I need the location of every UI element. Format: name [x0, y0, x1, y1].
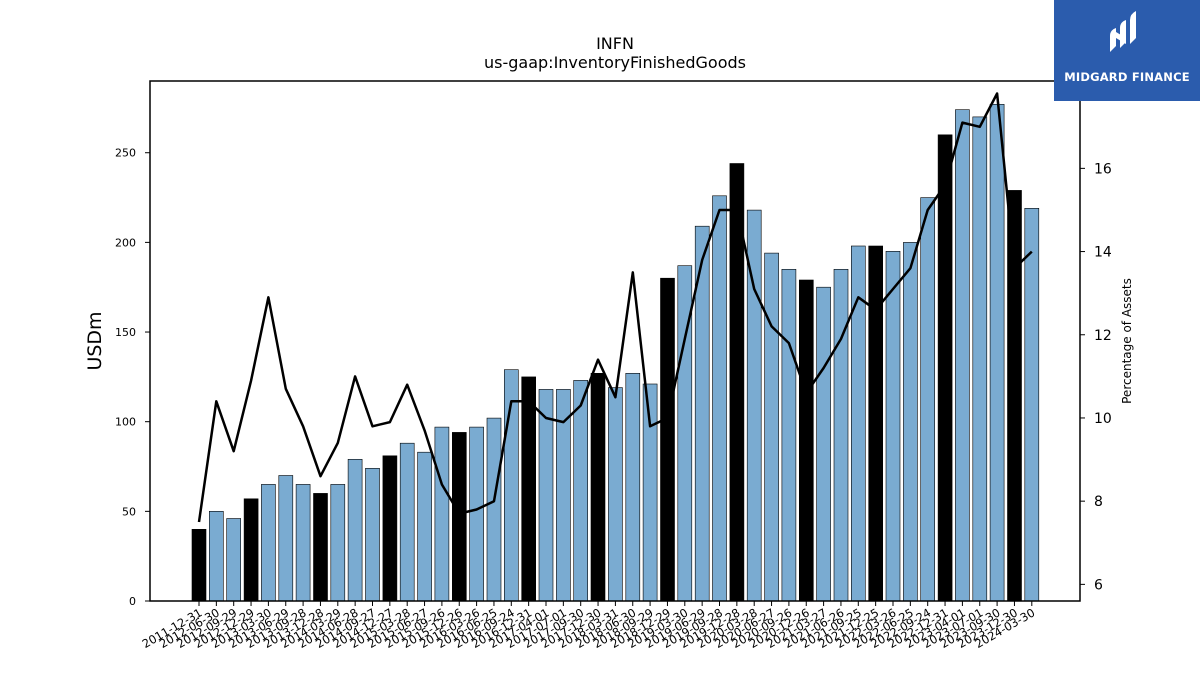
bar-2020-06-27: [764, 252, 779, 602]
y-tick-label: 100: [115, 416, 136, 429]
bar-2013-03-30: [261, 484, 276, 602]
bar-2018-03-31: [608, 387, 623, 602]
brand-logo: MIDGARD FINANCE: [1054, 0, 1200, 101]
bar-2014-03-29: [330, 484, 346, 602]
bar-2015-06-27: [417, 451, 432, 602]
bar-2014-12-27: [382, 455, 398, 602]
bar-2016-06-25: [486, 417, 502, 602]
bar-2019-09-28: [712, 195, 727, 602]
bar-2012-06-30: [209, 510, 224, 602]
y-tick-label: 0: [129, 595, 136, 608]
bar-2015-09-26: [434, 426, 450, 602]
bar-2012-09-29: [226, 518, 241, 602]
bar-2017-12-30: [590, 372, 606, 602]
y-axis-left: 0 50 100 150 200 250: [115, 147, 150, 608]
bar-2021-06-26: [833, 268, 849, 602]
bar-2021-03-27: [816, 286, 831, 602]
y-tick-label: 150: [115, 326, 136, 339]
bar-2015-12-26: [451, 432, 467, 602]
bar-2022-09-24: [920, 197, 936, 602]
bar-2023-07-01: [972, 116, 988, 602]
bar-2013-12-28: [313, 493, 328, 602]
bar-2022-06-25: [903, 242, 918, 602]
bar-2023-04-01: [955, 109, 970, 602]
bar-2023-12-30: [1007, 190, 1022, 602]
bar-2011-12-31: [191, 528, 207, 602]
bar-2016-03-26: [469, 426, 484, 602]
bar-2013-06-29: [278, 475, 294, 602]
y2-tick-label: 10: [1094, 411, 1112, 427]
bar-2020-09-26: [781, 268, 797, 602]
y2-tick-label: 16: [1094, 161, 1112, 177]
y-tick-label: 250: [115, 147, 136, 160]
bar-2023-09-30: [989, 104, 1005, 602]
bar-2016-12-31: [521, 376, 537, 602]
x-axis: 2011-12-312012-06-302012-09-292012-12-29…: [140, 601, 1037, 651]
y-tick-label: 50: [122, 505, 136, 518]
y-axis-right: 6 8 10 12 14 16: [1080, 161, 1112, 593]
bar-2012-12-29: [243, 498, 259, 602]
bar-2018-06-30: [625, 372, 641, 602]
bar-2017-04-01: [538, 389, 554, 602]
bar-2018-12-29: [660, 277, 675, 602]
bar-2013-09-28: [295, 484, 311, 602]
bar-2014-09-27: [365, 467, 380, 602]
bar-2015-03-28: [399, 442, 415, 602]
bar-2022-12-31: [937, 134, 953, 602]
y2-tick-label: 14: [1094, 245, 1112, 261]
y-axis-label: USDm: [84, 311, 106, 370]
bar-2014-06-28: [347, 458, 363, 602]
y2-tick-label: 8: [1094, 494, 1103, 510]
series-line-percentage: [197, 92, 1033, 523]
y-tick-label: 200: [115, 236, 136, 249]
bar-2024-03-30: [1024, 208, 1040, 602]
bars-layer: [191, 104, 1040, 602]
y2-tick-label: 6: [1094, 577, 1103, 593]
line-layer: [197, 92, 1033, 523]
midgard-logo-icon: [1110, 11, 1136, 52]
chart-subtitle: us-gaap:InventoryFinishedGoods: [484, 53, 746, 72]
chart-title: INFN: [596, 34, 634, 53]
bar-2021-12-25: [868, 245, 884, 602]
bar-2020-12-26: [798, 279, 814, 602]
y2-tick-label: 12: [1094, 328, 1112, 344]
logo-text: MIDGARD FINANCE: [1064, 70, 1190, 84]
bar-2022-03-26: [885, 251, 901, 602]
y2-axis-label: Percentage of Assets: [1120, 278, 1134, 404]
bar-2017-09-30: [573, 380, 589, 602]
